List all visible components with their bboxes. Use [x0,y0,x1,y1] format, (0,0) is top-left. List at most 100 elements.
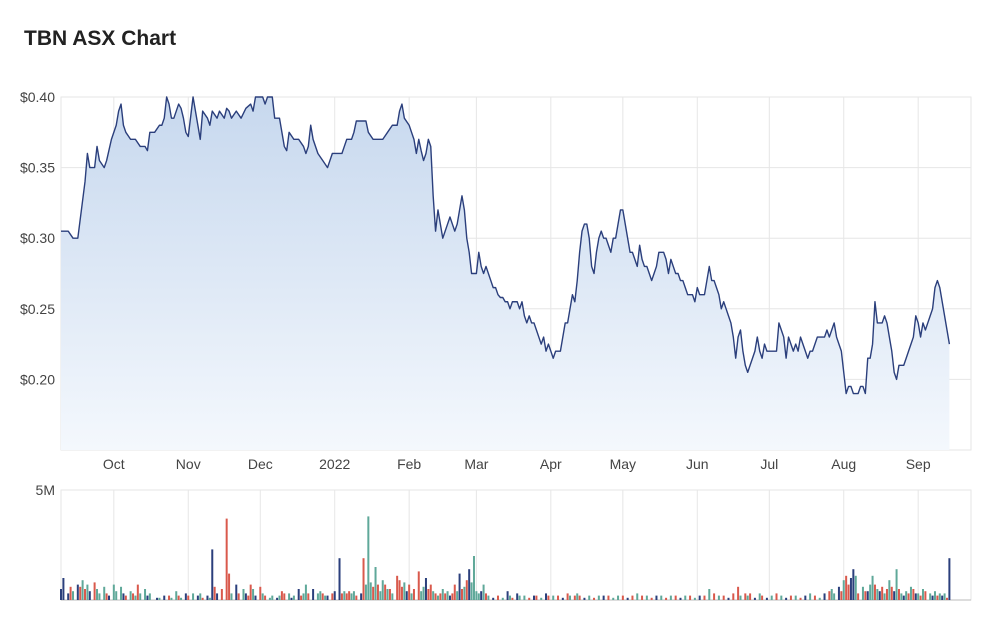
volume-bar [252,589,255,600]
volume-bar [146,595,149,600]
volume-bar [220,589,223,600]
date-x-tick-label: Aug [831,456,856,472]
volume-bar [804,595,807,600]
volume-bar [933,591,936,600]
volume-bar [417,571,420,600]
volume-bar [765,597,768,600]
volume-bar [852,569,855,600]
date-x-tick-label: Apr [540,456,562,472]
volume-bar [837,586,840,600]
volume-bar [124,595,127,600]
volume-bar [312,589,315,600]
volume-bar [405,591,408,600]
chart-title: TBN ASX Chart [24,27,177,50]
date-x-tick-label: 2022 [319,456,350,472]
volume-bar [770,595,773,600]
volume-bar [492,597,495,600]
volume-bar [434,593,437,600]
volume-bar [292,595,295,600]
volume-bar [506,591,509,600]
volume-bar [187,595,190,600]
volume-bar [749,593,752,600]
volume-bar [533,595,536,600]
volume-bar [326,595,329,600]
volume-bar [136,584,139,600]
volume-bar [79,586,82,600]
volume-bar [905,591,908,600]
price-y-tick-label: $0.25 [20,301,55,317]
volume-bar [907,593,910,600]
volume-bar [338,558,341,600]
volume-bar [789,595,792,600]
volume-bar [242,589,245,600]
volume-bar [331,593,334,600]
volume-grid [60,489,972,601]
volume-bar [280,591,283,600]
volume-bar [902,595,905,600]
volume-bar [775,593,778,600]
volume-bar [400,586,403,600]
volume-bar [386,589,389,600]
volume-bar [758,593,761,600]
volume-bar [876,589,879,600]
volume-bar [112,584,115,600]
volume-bar [641,595,644,600]
volume-bar [472,556,475,600]
price-area [61,96,951,450]
volume-bar [857,593,860,600]
volume-bar [98,593,101,600]
volume-bar [228,573,231,600]
date-x-tick-label: Sep [906,456,931,472]
volume-bar [722,595,725,600]
volume-bar [168,595,171,600]
volume-bar [873,584,876,600]
volume-bar [451,593,454,600]
volume-bar [139,593,142,600]
volume-bar [593,597,596,600]
date-x-axis: Oct Nov Dec 2022 Feb Mar Apr May Jun Jul Aug Sep [103,456,931,472]
volume-bar [602,595,605,600]
volume-bar [823,593,826,600]
volume-bar [244,593,247,600]
volume-bar [372,586,375,600]
volume-bar [271,595,274,600]
volume-bar [81,580,84,600]
volume-bar [456,591,459,600]
volume-bar [439,593,442,600]
volume-bar [833,593,836,600]
volume-bar [518,595,521,600]
volume-bar [813,595,816,600]
volume-bar [475,591,478,600]
volume-bar [103,586,106,600]
volume-bar [122,593,125,600]
volume-bar [69,586,72,600]
volume-bar [268,597,271,600]
volume-bar [290,597,293,600]
volume-bar [871,575,874,600]
volume-bar [67,593,70,600]
volume-bar [909,586,912,600]
date-x-tick-label: Jun [686,456,709,472]
volume-bar [465,580,468,600]
volume-bar [132,593,135,600]
volume-bar [501,597,504,600]
volume-bar [148,593,151,600]
price-y-tick-label: $0.30 [20,230,55,246]
volume-bar [830,589,833,600]
volume-bar [737,586,740,600]
volume-bar [362,558,365,600]
volume-bar [698,595,701,600]
volume-bar [72,591,75,600]
volume-bar [343,591,346,600]
volume-bar [545,593,548,600]
volume-bar [448,595,451,600]
volume-bar [470,582,473,600]
volume-bar [727,597,730,600]
volume-bar [523,595,526,600]
volume-bar [583,597,586,600]
volume-bar [650,597,653,600]
volume-bar [924,591,927,600]
volume-bar [206,595,209,600]
volume-bar [158,597,161,600]
volume-bar [276,597,279,600]
